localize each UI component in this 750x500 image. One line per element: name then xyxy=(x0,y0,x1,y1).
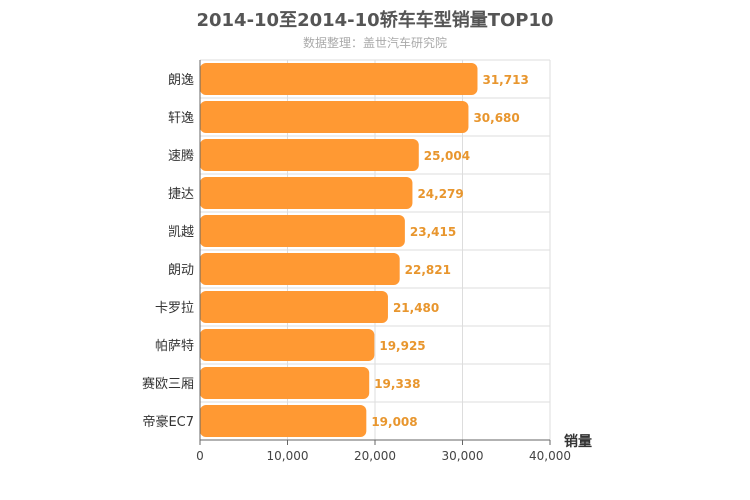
x-tick-label: 0 xyxy=(196,449,204,463)
chart-subtitle: 数据整理：盖世汽车研究院 xyxy=(302,36,447,50)
category-label: 卡罗拉 xyxy=(155,301,194,316)
category-label: 捷达 xyxy=(168,187,194,202)
data-label: 19,338 xyxy=(374,377,420,391)
data-label: 23,415 xyxy=(410,225,456,239)
category-label: 帝豪EC7 xyxy=(142,414,194,430)
category-label: 赛欧三厢 xyxy=(142,376,194,392)
bar xyxy=(200,101,469,133)
category-label: 帕萨特 xyxy=(155,339,194,354)
bar xyxy=(200,253,400,285)
bar xyxy=(200,405,367,437)
x-tick-label: 20,000 xyxy=(354,449,396,463)
bar xyxy=(200,177,413,209)
data-label: 24,279 xyxy=(417,187,463,201)
category-label: 速腾 xyxy=(168,148,194,164)
bar xyxy=(200,215,405,247)
x-tick-label: 10,000 xyxy=(267,449,309,463)
data-label: 30,680 xyxy=(473,111,519,125)
x-axis-title: 销量 xyxy=(564,433,592,450)
data-label: 22,821 xyxy=(405,263,451,277)
category-label: 朗逸 xyxy=(168,73,194,88)
chart-title: 2014-10至2014-10轿车车型销量TOP10 xyxy=(196,10,554,31)
bar xyxy=(200,63,478,95)
data-label: 19,925 xyxy=(379,339,425,353)
data-label: 19,008 xyxy=(371,415,417,429)
bar xyxy=(200,291,388,323)
bar xyxy=(200,329,375,361)
category-label: 凯越 xyxy=(168,225,194,240)
data-label: 31,713 xyxy=(482,73,528,87)
category-label: 朗动 xyxy=(168,263,194,278)
bar xyxy=(200,139,419,171)
x-tick-label: 40,000 xyxy=(529,449,571,463)
x-tick-label: 30,000 xyxy=(442,449,484,463)
bars xyxy=(200,63,478,437)
category-label: 轩逸 xyxy=(168,111,194,126)
bar xyxy=(200,367,370,399)
data-label: 25,004 xyxy=(424,149,470,163)
value-labels: 31,713 30,680 25,004 24,279 23,415 22,821 21,4… xyxy=(371,73,528,429)
data-label: 21,480 xyxy=(393,301,439,315)
